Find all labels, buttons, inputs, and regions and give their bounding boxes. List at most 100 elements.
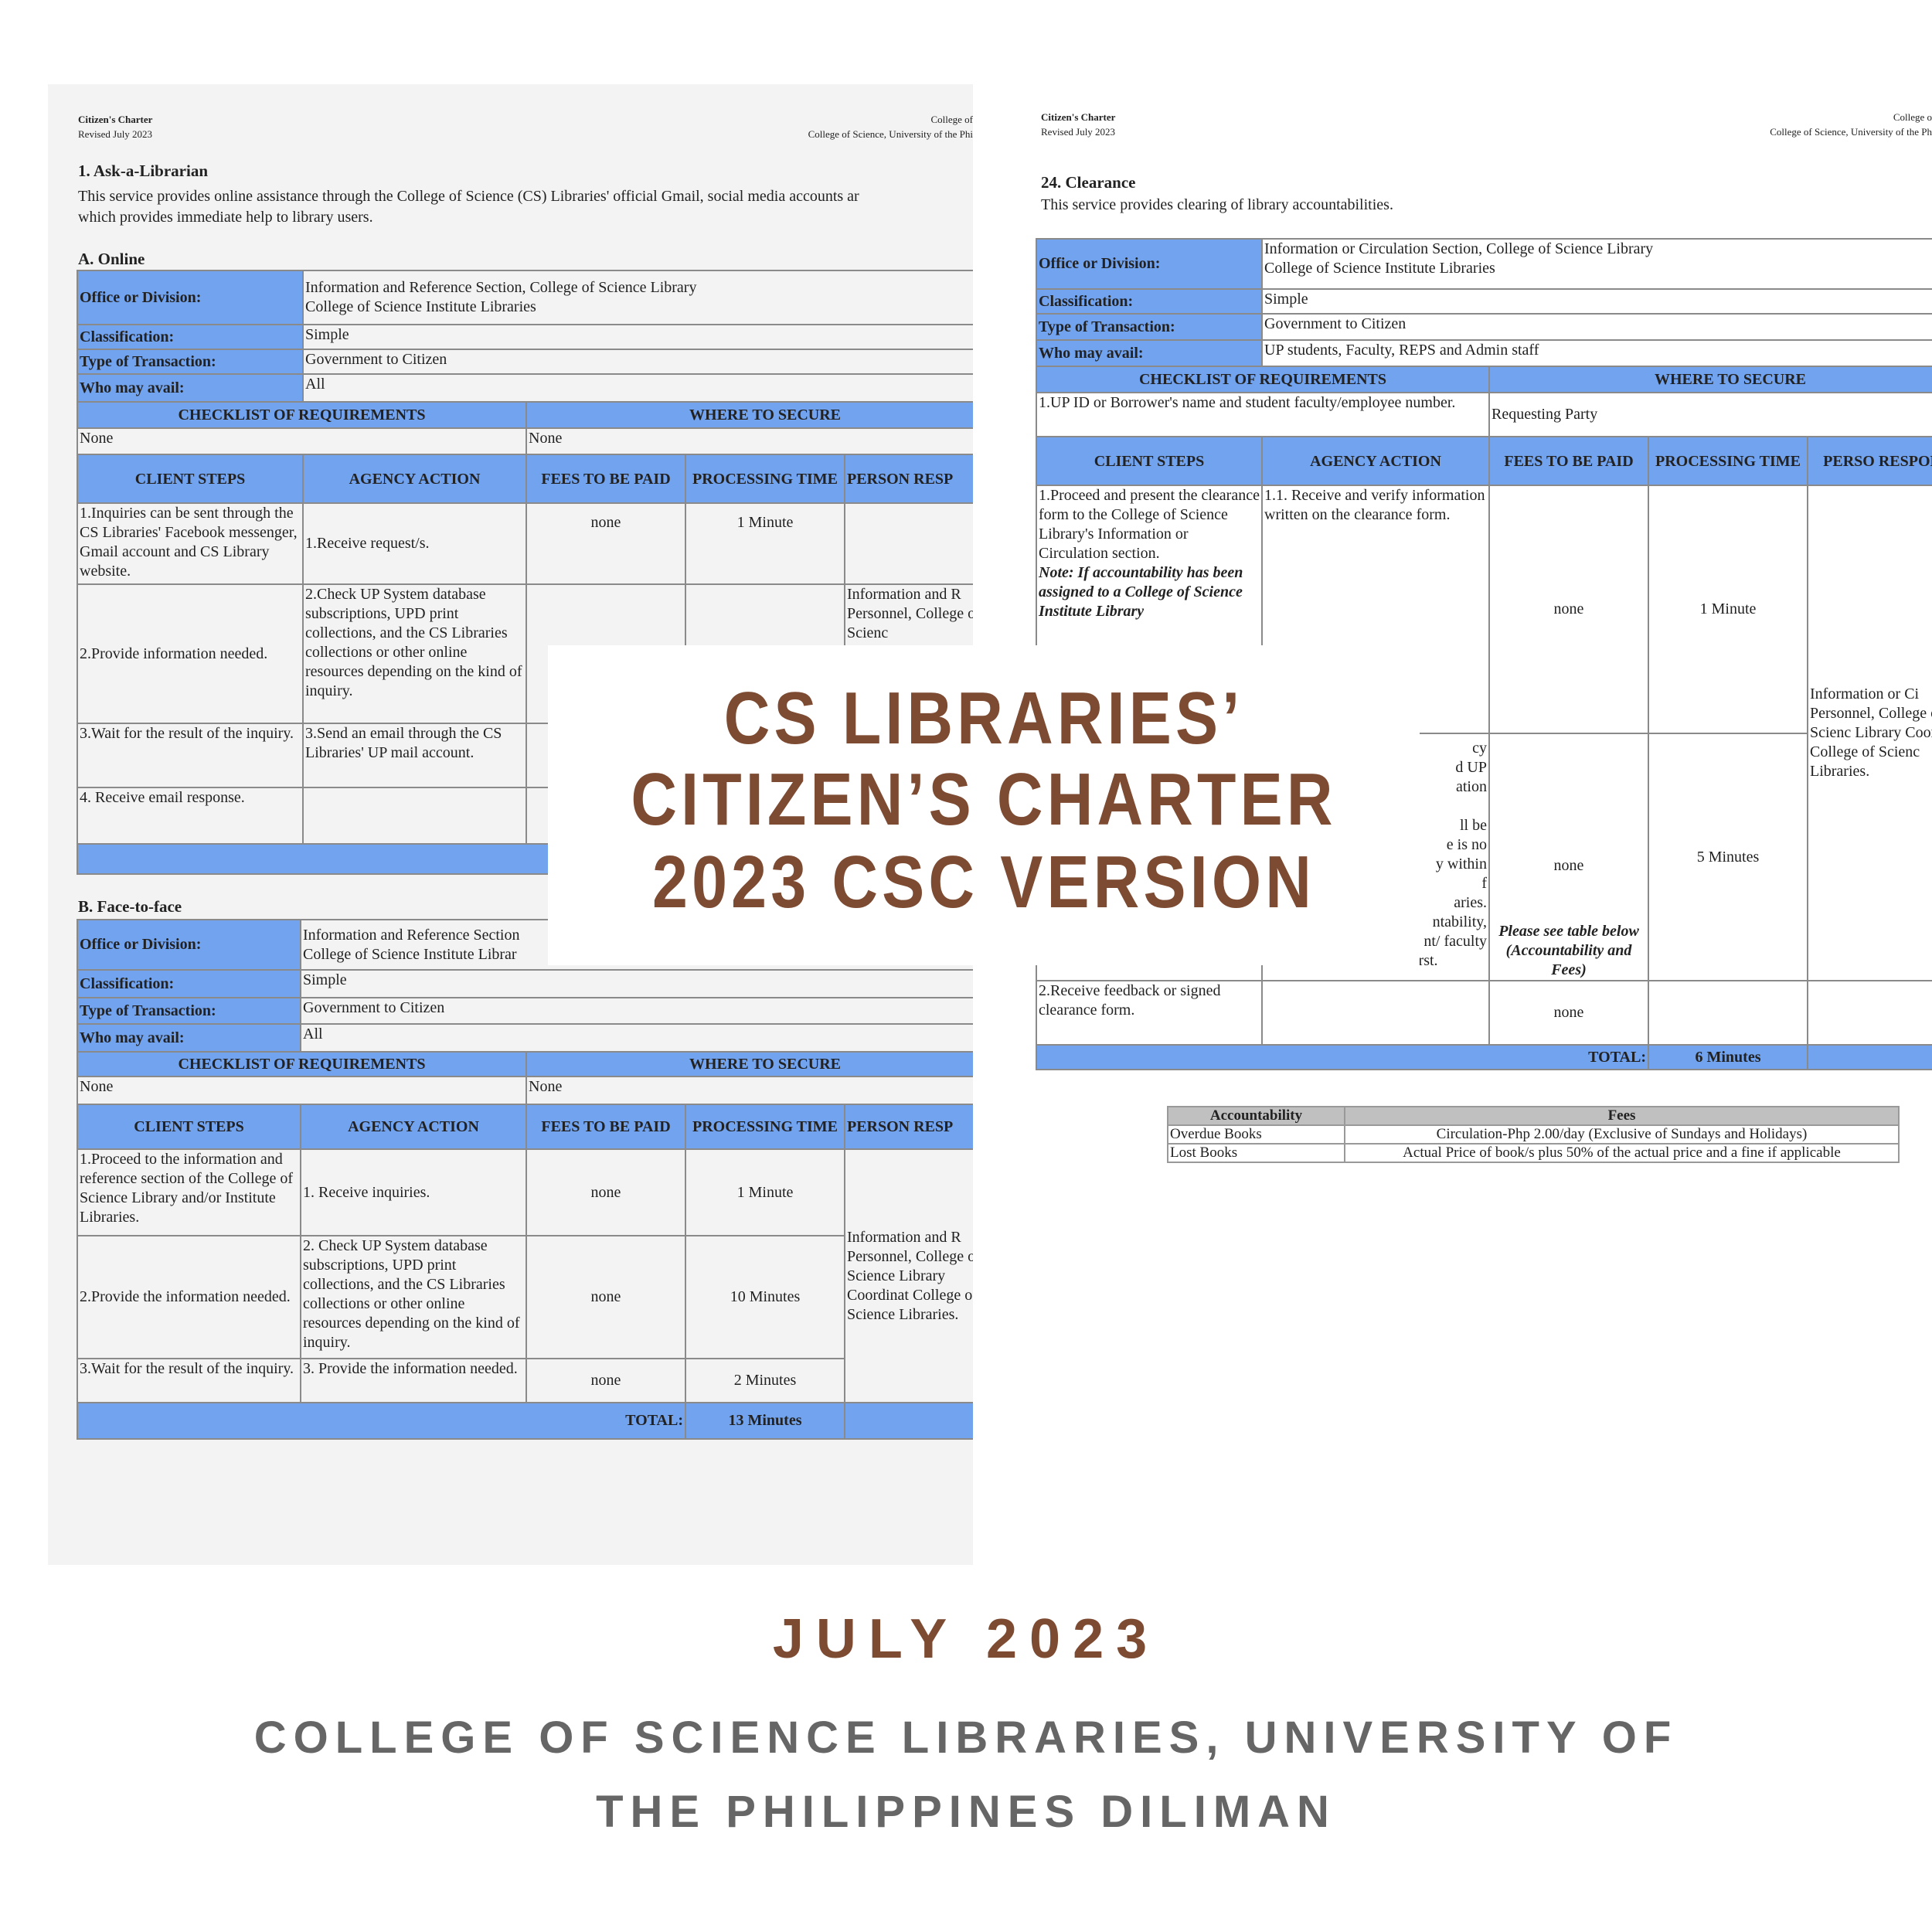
accountability-fees-table: Accountability Fees Overdue Books Circulat… <box>1167 1106 1900 1163</box>
title-line-3: 2023 CSC VERSION <box>651 841 1316 923</box>
who-may-avail-value: All <box>301 373 973 403</box>
classification-label: Classification: <box>1036 288 1263 315</box>
date-label: JULY 2023 <box>772 1608 1160 1670</box>
classification-label: Classification: <box>77 324 304 350</box>
table-row: 3.Wait for the result of the inquiry. 3.… <box>77 1358 973 1403</box>
description-line: which provides immediate help to library… <box>78 209 373 226</box>
client-step: 1.Proceed to the information and referen… <box>77 1148 301 1236</box>
column-header: PROCESSING TIME <box>1648 436 1808 486</box>
subtitle-line-1: COLLEGE OF SCIENCE LIBRARIES, UNIVERSITY… <box>253 1713 1679 1763</box>
who-may-avail-value: All <box>299 1023 973 1053</box>
header-revised: Revised July 2023 <box>78 128 153 140</box>
office-label: Office or Division: <box>1036 238 1263 290</box>
table-row: 1.Proceed to the information and referen… <box>77 1148 973 1403</box>
title-line-1: CS LIBRARIES’ <box>723 677 1244 760</box>
checklist-value: None <box>77 427 527 455</box>
transaction-type-label: Type of Transaction: <box>77 349 304 375</box>
fee: none <box>1488 980 1649 1046</box>
header-right-line: College of Science, University of the Ph <box>1770 126 1932 138</box>
column-header: PERSON RESP <box>843 454 973 504</box>
processing-time: 10 Minutes <box>685 1235 845 1359</box>
total-value: 6 Minutes <box>1648 1044 1808 1070</box>
header-right-line: College of <box>930 114 973 125</box>
person-responsible: Information and R Personnel, College of … <box>843 1148 973 1403</box>
client-step: 1.Inquiries can be sent through the CS L… <box>77 502 304 585</box>
column-header: FEES TO BE PAID <box>1488 436 1649 486</box>
title-line-2: CITIZEN’S CHARTER <box>631 758 1337 841</box>
where-to-secure-value: None <box>525 427 973 455</box>
description-line: This service provides online assistance … <box>78 188 859 205</box>
client-step: 2.Receive feedback or signed clearance f… <box>1036 980 1263 1046</box>
agency-action: 1. Receive inquiries. <box>300 1148 527 1236</box>
where-to-secure-header: WHERE TO SECURE <box>525 401 973 429</box>
table-row: Lost Books Actual Price of book/s plus 50… <box>1167 1143 1900 1163</box>
who-may-avail-label: Who may avail: <box>77 1023 301 1053</box>
note-text: Note: If accountability has been assigne… <box>1039 564 1243 620</box>
where-to-secure-value: Requesting Party <box>1488 392 1932 437</box>
transaction-type-label: Type of Transaction: <box>77 997 301 1025</box>
transaction-type-value: Government to Citizen <box>299 997 973 1025</box>
column-header: AGENCY ACTION <box>302 454 527 504</box>
page-header-right: College o College of Science, University… <box>1770 110 1932 139</box>
office-value: Information or Circulation Section, Coll… <box>1261 238 1932 290</box>
classification-label: Classification: <box>77 969 301 998</box>
table-footer <box>843 1402 973 1440</box>
table-row: 1.Proceed and present the clearance form… <box>1036 485 1932 981</box>
section-description: This service provides clearing of librar… <box>1041 196 1393 213</box>
classification-value: Simple <box>299 969 973 998</box>
checklist-header: CHECKLIST OF REQUIREMENTS <box>77 1051 527 1077</box>
column-header: CLIENT STEPS <box>77 454 304 504</box>
column-header: CLIENT STEPS <box>77 1104 301 1150</box>
column-header: PROCESSING TIME <box>685 454 845 504</box>
who-may-avail-label: Who may avail: <box>77 373 304 403</box>
accountability: Lost Books <box>1167 1143 1345 1163</box>
subsection-face-title: B. Face-to-face <box>78 897 182 916</box>
title-overlay: CS LIBRARIES’ CITIZEN’S CHARTER 2023 CSC… <box>548 645 1420 965</box>
page-header-left: Citizen's Charter Revised July 2023 <box>1041 110 1115 139</box>
fee-description: Circulation-Php 2.00/day (Exclusive of S… <box>1344 1124 1900 1145</box>
who-may-avail-value: UP students, Faculty, REPS and Admin sta… <box>1261 339 1932 367</box>
fee: none <box>526 502 686 585</box>
column-header: FEES TO BE PAID <box>526 454 686 504</box>
fee: none <box>526 1358 686 1403</box>
header-revised: Revised July 2023 <box>1041 126 1116 138</box>
column-header: PERSON RESP <box>843 1104 973 1150</box>
agency-action <box>302 787 527 845</box>
face-to-face-service-table: Office or Division: Information and Refer… <box>77 919 973 1440</box>
client-step: 3.Wait for the result of the inquiry. <box>77 1358 301 1403</box>
agency-action <box>1261 980 1490 1046</box>
processing-time: 1 Minute <box>685 1148 845 1236</box>
client-step: 2.Provide the information needed. <box>77 1235 301 1359</box>
agency-action: 2.Check UP System database subscriptions… <box>302 583 527 724</box>
total-value: 13 Minutes <box>685 1402 845 1440</box>
section-description: This service provides online assistance … <box>78 186 859 228</box>
subtitle-line-2: THE PHILIPPINES DILIMAN <box>596 1787 1336 1837</box>
fee-note: Please see table below (Accountability a… <box>1498 923 1639 978</box>
header-title: Citizen's Charter <box>1041 111 1116 123</box>
header-right-line: College of Science, University of the Ph… <box>808 128 973 140</box>
client-step: 4. Receive email response. <box>77 787 304 845</box>
office-label: Office or Division: <box>77 919 301 971</box>
fee: none <box>1488 485 1649 734</box>
processing-time: 1 Minute <box>685 502 845 585</box>
subsection-online-title: A. Online <box>78 250 145 268</box>
column-header: AGENCY ACTION <box>300 1104 527 1150</box>
total-label: TOTAL: <box>1036 1044 1649 1070</box>
checklist-value: None <box>77 1076 527 1105</box>
processing-time <box>1648 980 1808 1046</box>
where-to-secure-value: None <box>525 1076 973 1105</box>
checklist-header: CHECKLIST OF REQUIREMENTS <box>1036 366 1490 393</box>
page-header-right: College of College of Science, Universit… <box>808 112 973 141</box>
where-to-secure-header: WHERE TO SECURE <box>525 1051 973 1077</box>
office-label: Office or Division: <box>77 270 304 325</box>
who-may-avail-label: Who may avail: <box>1036 339 1263 367</box>
checklist-header: CHECKLIST OF REQUIREMENTS <box>77 401 527 429</box>
column-header: Accountability <box>1167 1106 1345 1126</box>
total-label: TOTAL: <box>77 1402 686 1440</box>
fee: none <box>526 1148 686 1236</box>
classification-value: Simple <box>301 324 973 350</box>
fee: none Please see table below (Accountabili… <box>1488 733 1649 981</box>
transaction-type-value: Government to Citizen <box>1261 313 1932 341</box>
processing-time: 5 Minutes <box>1648 733 1808 981</box>
agency-action: 3.Send an email through the CS Libraries… <box>302 723 527 788</box>
